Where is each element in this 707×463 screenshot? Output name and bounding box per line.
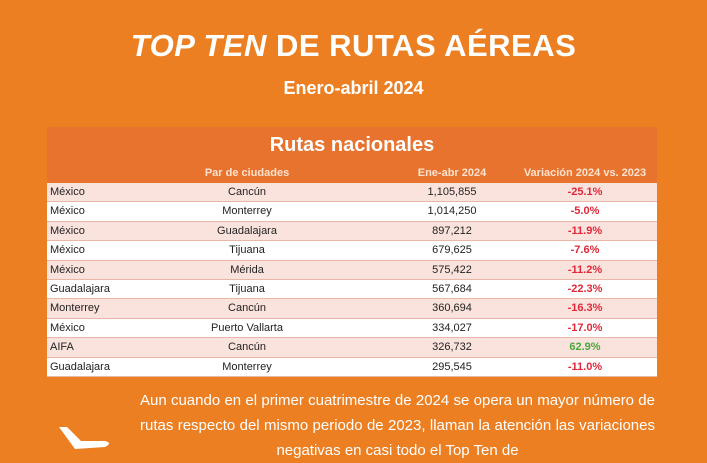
destination-city: Tijuana [229,282,265,295]
origin-city: Guadalajara [50,360,110,373]
table-row: México Monterrey 1,014,250 -5.0% [47,202,657,222]
description-paragraph: Aun cuando en el primer cuatrimestre de … [140,392,655,459]
table-row: Monterrey Cancún 360,694 -16.3% [47,299,657,319]
variation-value: -5.0% [570,205,600,218]
destination-city: Cancún [228,186,266,198]
passenger-value: 575,422 [432,263,472,276]
destination-city: Cancún [228,302,266,315]
header-value: Ene-abr 2024 [417,167,487,179]
destination-city: Cancún [228,341,266,354]
page-subtitle: Enero-abril 2024 [283,78,424,98]
destination-city: Monterrey [222,205,272,218]
title-rest: DE RUTAS AÉREAS [266,28,577,63]
variation-value: 62.9% [569,341,601,354]
destination-city: Monterrey [222,360,272,373]
destination-city: Mérida [230,263,264,276]
passenger-value: 326,732 [432,341,472,354]
table-row: México Guadalajara 897,212 -11.9% [47,221,657,242]
table-row: México Cancún 1,105,855 -25.1% [47,183,657,203]
variation-value: -7.6% [570,244,600,257]
table-title: Rutas nacionales [47,127,657,163]
passenger-value: 897,212 [432,224,472,237]
table-row: Guadalajara Monterrey 295,545 -11.0% [47,357,657,377]
passenger-value: 1,014,250 [427,205,477,218]
origin-city: México [50,205,85,218]
table-row: México Puerto Vallarta 334,027 -17.0% [47,318,657,339]
title-italic: TOP TEN [130,28,267,63]
variation-value: -17.0% [567,321,603,334]
destination-city: Guadalajara [217,224,277,237]
destination-city: Puerto Vallarta [211,321,283,334]
variation-value: -22.3% [567,282,603,295]
table-row: Guadalajara Tijuana 567,684 -22.3% [47,279,657,300]
airplane-icon [59,427,109,449]
table-row: México Tijuana 679,625 -7.6% [47,241,657,261]
passenger-value: 1,105,855 [427,186,477,198]
passenger-value: 334,027 [432,321,472,334]
variation-value: -16.3% [567,302,603,315]
page-title: TOP TEN DE RUTAS AÉREAS [0,28,707,64]
header-variation: Variación 2024 vs. 2023 [523,167,647,179]
origin-city: Monterrey [50,302,100,315]
origin-city: Guadalajara [50,282,110,295]
destination-city: Tijuana [229,244,265,257]
passenger-value: 679,625 [432,244,472,257]
variation-value: -11.2% [567,263,603,276]
table-header: Par de ciudades Ene-abr 2024 Variación 2… [47,163,657,183]
origin-city: AIFA [50,341,74,354]
routes-table: Rutas nacionales Par de ciudades Ene-abr… [47,127,657,377]
origin-city: México [50,321,85,334]
passenger-value: 295,545 [432,360,472,373]
table-row: AIFA Cancún 326,732 62.9% [47,338,657,358]
origin-city: México [50,224,85,237]
origin-city: México [50,263,85,276]
passenger-value: 567,684 [432,282,472,295]
table-row: México Mérida 575,422 -11.2% [47,260,657,280]
variation-value: -11.9% [567,224,603,237]
origin-city: México [50,186,85,198]
origin-city: México [50,244,85,257]
variation-value: -25.1% [567,186,603,198]
passenger-value: 360,694 [432,302,472,315]
header-pair: Par de ciudades [204,167,290,179]
variation-value: -11.0% [567,360,603,373]
